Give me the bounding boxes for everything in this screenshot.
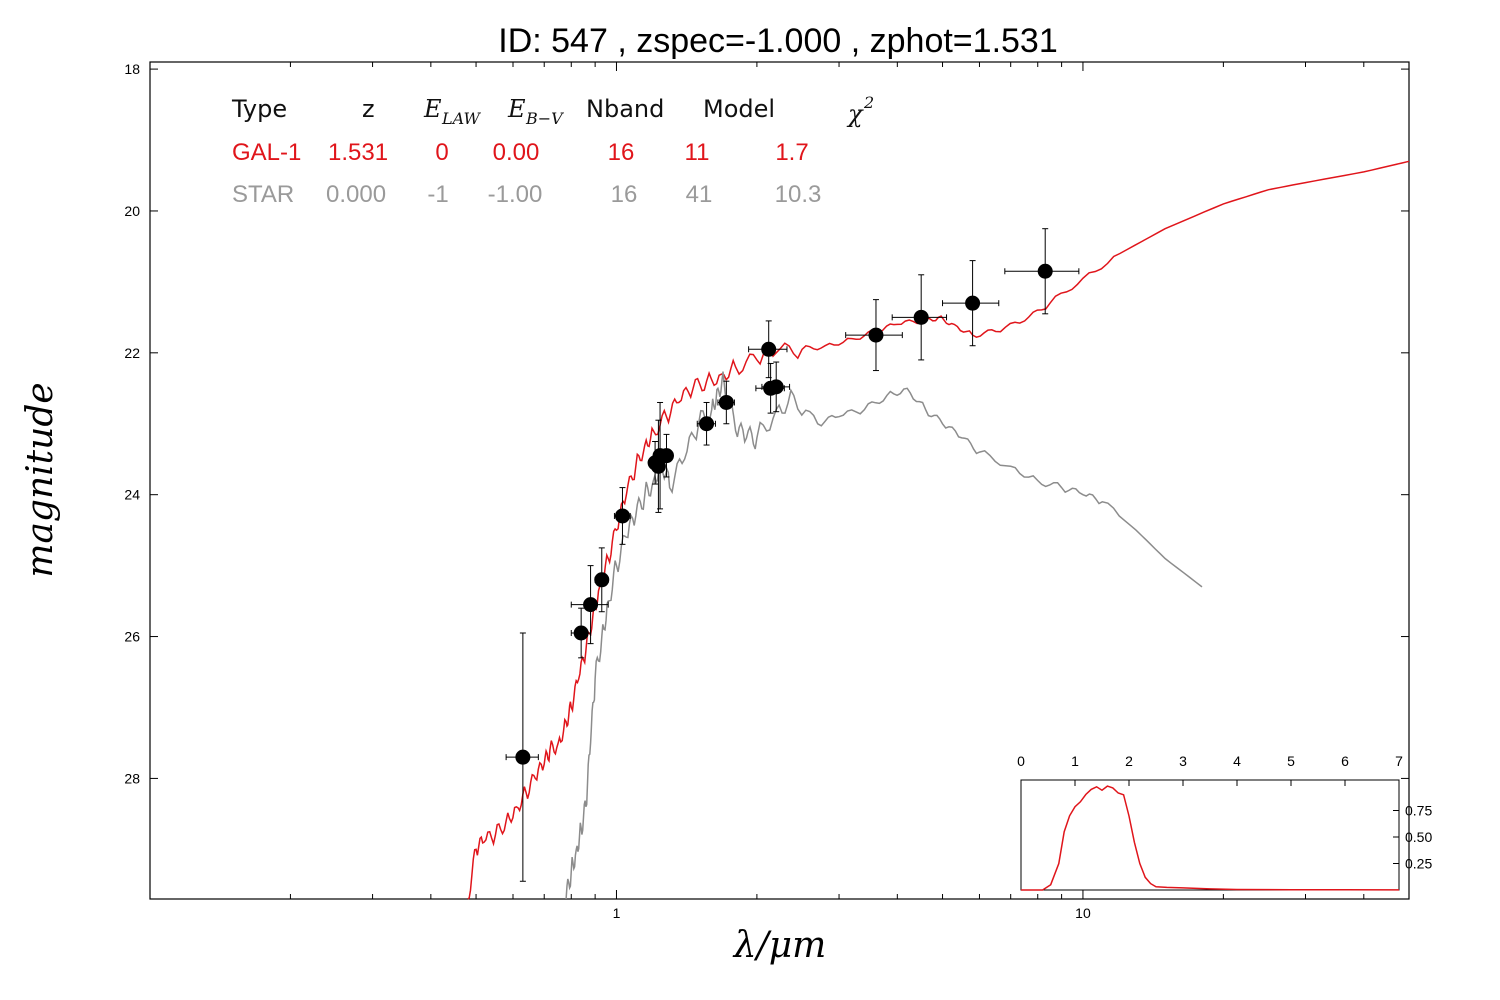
inset-pdf-line (1021, 785, 1400, 891)
photometry-point (658, 433, 674, 478)
photometry-point (717, 380, 735, 425)
y-tick-label: 28 (124, 770, 140, 786)
point-marker (699, 416, 715, 432)
row-gal: GAL-1 1.531 0 0.00 16 11 1.7 (232, 139, 809, 166)
fit-table: Type z E LAW E B−V Nband Model χ 2 GAL-1… (231, 93, 874, 208)
inset-y-tick-label: 0.25 (1405, 856, 1432, 872)
point-marker (913, 309, 929, 325)
inset-x-tick-label: 4 (1233, 753, 1241, 769)
x-tick-label: 10 (1075, 905, 1091, 921)
point-marker (761, 341, 777, 357)
photometry-point (570, 565, 609, 645)
row-star: STAR 0.000 -1 -1.00 16 41 10.3 (232, 181, 821, 208)
photometry-point (748, 320, 788, 379)
point-marker (768, 379, 784, 395)
point-marker (614, 508, 630, 524)
photometry-point (570, 607, 592, 659)
photometry-point (891, 274, 948, 361)
row-star-chi2: 10.3 (775, 181, 822, 208)
row-gal-chi2: 1.7 (775, 139, 808, 166)
photometry-point (1004, 228, 1080, 315)
row-gal-ebv: 0.00 (493, 139, 540, 166)
inset-x-tick-label: 2 (1125, 753, 1133, 769)
photometry-point (942, 260, 1000, 347)
row-star-model: 41 (686, 181, 713, 208)
y-tick-label: 18 (124, 61, 140, 77)
x-axis: 1 10 (149, 62, 1410, 921)
col-type-header: Type (231, 95, 287, 123)
row-star-elaw: -1 (427, 181, 448, 208)
point-marker (1037, 263, 1053, 279)
series-star (565, 371, 1203, 900)
row-gal-z: 1.531 (328, 139, 388, 166)
inset-x-tick-label: 0 (1017, 753, 1025, 769)
row-gal-elaw: 0 (435, 139, 448, 166)
y-axis-title: magnitude (20, 382, 61, 577)
series-layer (467, 160, 1410, 900)
inset-x-tick-label: 3 (1179, 753, 1187, 769)
inset-x-axis: 0 1 2 3 4 5 6 7 (1017, 753, 1403, 786)
col-z-header: z (362, 95, 375, 123)
point-marker (594, 572, 610, 588)
inset-x-tick-label: 7 (1395, 753, 1403, 769)
col-elaw-header: E (423, 95, 442, 123)
photometry-point (696, 401, 716, 446)
point-marker (658, 448, 674, 464)
y-tick-label: 20 (124, 203, 140, 219)
col-chi2-sup: 2 (863, 93, 874, 112)
inset-series (1021, 785, 1400, 891)
photometry-point (505, 632, 539, 882)
inset-x-tick-label: 6 (1341, 753, 1349, 769)
x-axis-title: λ/μm (732, 925, 826, 966)
plot-frame (149, 61, 1410, 900)
point-marker (573, 625, 589, 641)
col-chi2-header: χ (846, 100, 864, 128)
col-ebv-header: E (507, 95, 526, 123)
y-tick-label: 24 (124, 487, 140, 503)
point-marker (718, 394, 734, 410)
photometry-point (761, 361, 791, 413)
row-gal-nband: 16 (608, 139, 635, 166)
pdf-inset: 0 1 2 3 4 5 6 7 0.25 0.50 0.75 (1017, 753, 1432, 891)
data-points (505, 228, 1080, 882)
row-star-z: 0.000 (326, 181, 386, 208)
series-gal-1 (467, 160, 1410, 900)
point-marker (868, 327, 884, 343)
inset-y-tick-label: 0.50 (1405, 829, 1432, 845)
point-marker (515, 749, 531, 765)
photometry-point (845, 299, 903, 372)
photometry-point (613, 487, 631, 545)
row-gal-model: 11 (685, 139, 710, 166)
point-marker (965, 295, 981, 311)
y-tick-label: 22 (124, 345, 140, 361)
col-model-header: Model (703, 95, 775, 123)
photometry-point (594, 547, 610, 613)
col-nband-header: Nband (586, 95, 664, 123)
inset-x-tick-label: 1 (1071, 753, 1079, 769)
inset-frame (1020, 779, 1400, 891)
inset-y-axis: 0.25 0.50 0.75 (1393, 803, 1432, 872)
col-elaw-sub: LAW (441, 109, 482, 128)
x-tick-label: 1 (613, 905, 621, 921)
row-star-nband: 16 (611, 181, 638, 208)
row-gal-type: GAL-1 (232, 139, 301, 166)
inset-y-tick-label: 0.75 (1405, 803, 1432, 819)
point-marker (583, 597, 599, 613)
row-star-ebv: -1.00 (488, 181, 543, 208)
figure-title: ID: 547 , zspec=-1.000 , zphot=1.531 (498, 22, 1058, 60)
y-tick-label: 26 (124, 629, 140, 645)
row-star-type: STAR (232, 181, 294, 208)
inset-x-tick-label: 5 (1287, 753, 1295, 769)
col-ebv-sub: B−V (525, 109, 564, 128)
